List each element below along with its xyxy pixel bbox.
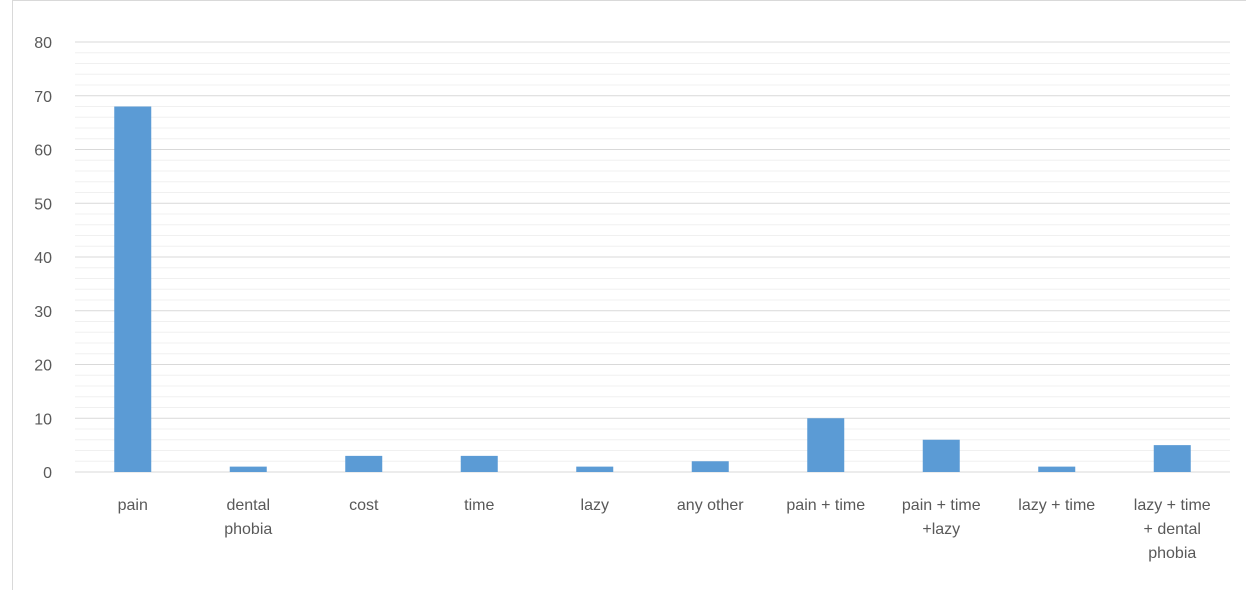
x-axis-categories: pain dental phobia cost time lazy any other pai… <box>118 497 1211 562</box>
y-tick-label: 70 <box>34 89 52 106</box>
y-tick-label: 40 <box>34 250 52 267</box>
y-tick-label: 10 <box>34 411 52 428</box>
bar <box>691 461 729 472</box>
y-tick-label: 60 <box>34 143 52 160</box>
x-category-label: cost <box>349 497 379 514</box>
gridlines <box>75 41 1230 473</box>
x-category-label: dental phobia <box>224 497 272 538</box>
bar <box>922 439 960 472</box>
bar <box>114 106 152 472</box>
x-category-label: time <box>464 497 494 514</box>
bar <box>576 466 614 472</box>
x-category-label: any other <box>677 497 744 514</box>
y-axis-ticks: 0 10 20 30 40 50 60 70 80 <box>34 35 52 482</box>
y-tick-label: 20 <box>34 358 52 375</box>
chart-frame <box>12 0 1246 590</box>
y-tick-label: 50 <box>34 196 52 213</box>
y-tick-label: 80 <box>34 35 52 52</box>
x-category-label: pain + time <box>786 497 865 514</box>
bars <box>114 106 1191 472</box>
y-tick-label: 0 <box>43 465 52 482</box>
x-category-label: lazy + time <box>1018 497 1095 514</box>
x-category-label: pain <box>118 497 148 514</box>
x-category-label: lazy <box>581 497 609 514</box>
bar <box>1153 445 1191 472</box>
bar <box>345 455 383 472</box>
bar <box>1038 466 1076 472</box>
y-tick-label: 30 <box>34 304 52 321</box>
x-category-label: pain + time +lazy <box>902 497 981 538</box>
x-category-label: lazy + time + dental phobia <box>1134 497 1211 562</box>
bar <box>229 466 267 472</box>
bar <box>807 418 845 472</box>
bar <box>460 455 498 472</box>
